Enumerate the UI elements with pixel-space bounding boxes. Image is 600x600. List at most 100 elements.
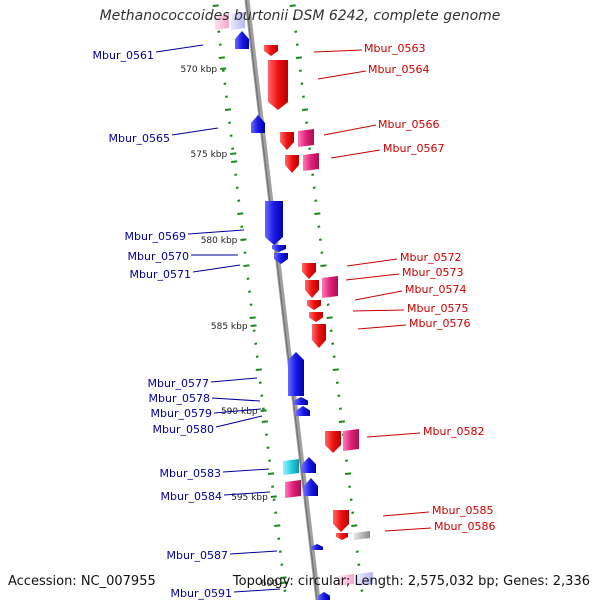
tick-mark-left <box>234 173 238 176</box>
gene-label-mbur-0585[interactable]: Mbur_0585 <box>432 504 493 517</box>
gene-arrow-mbur-0570[interactable] <box>272 245 286 252</box>
leader-line <box>210 377 258 383</box>
tick-mark-left <box>246 277 250 280</box>
gene-arrow-mbur-0561[interactable] <box>235 31 249 49</box>
gene-label-mbur-0564[interactable]: Mbur_0564 <box>368 63 429 76</box>
gene-arrow-mbur-0582-b[interactable] <box>343 429 359 451</box>
gene-labels: Mbur_0561 Mbur_0563 Mbur_0564 Mbur_0565 Mbur… <box>93 42 496 600</box>
leader-line <box>330 149 381 159</box>
tick-mark-left <box>260 394 264 397</box>
gene-arrow-mbur-0563[interactable] <box>264 45 278 56</box>
tick-label: 600 <box>261 579 278 589</box>
tick-mark-left <box>240 225 244 228</box>
gene-label-mbur-0561[interactable]: Mbur_0561 <box>93 49 154 62</box>
gene-label-mbur-0577[interactable]: Mbur_0577 <box>148 377 209 390</box>
tick-mark-right <box>292 17 296 20</box>
gene-label-mbur-0570[interactable]: Mbur_0570 <box>128 250 189 263</box>
gene-label-mbur-0565[interactable]: Mbur_0565 <box>109 132 170 145</box>
tick-mark-right <box>337 394 341 397</box>
gene-arrow-mbur-0585[interactable] <box>333 510 349 532</box>
tick-mark-major <box>230 152 237 155</box>
gene-label-mbur-0575[interactable]: Mbur_0575 <box>407 302 468 315</box>
gene-arrow-mbur-0587[interactable] <box>311 544 323 550</box>
tick-mark-right <box>357 563 361 566</box>
genome-title: Methanococcoides burtonii DSM 6242, comp… <box>99 8 501 24</box>
gene-arrow-partial-top[interactable] <box>231 12 245 30</box>
gene-arrow-mbur-0574[interactable] <box>305 280 319 298</box>
gene-arrow-mbur-0586[interactable] <box>354 531 370 540</box>
gene-arrow-partial-top[interactable] <box>215 14 229 30</box>
gene-label-mbur-0576[interactable]: Mbur_0576 <box>409 317 470 330</box>
gene-features <box>215 12 373 600</box>
gene-label-mbur-0584[interactable]: Mbur_0584 <box>161 490 222 503</box>
gene-label-mbur-0587[interactable]: Mbur_0587 <box>167 549 228 562</box>
gene-label-mbur-0569[interactable]: Mbur_0569 <box>125 230 186 243</box>
tick-mark-right <box>300 82 304 85</box>
tick-mark-left <box>258 381 262 384</box>
tick-label: 585 kbp <box>211 322 248 332</box>
tick-mark-right <box>335 381 339 384</box>
tick-mark-major <box>250 324 257 327</box>
gene-label-mbur-0563[interactable]: Mbur_0563 <box>364 42 425 55</box>
gene-arrow-mbur-0583-b[interactable] <box>302 457 316 473</box>
tick-mark-right <box>355 550 359 553</box>
tick-mark-right <box>318 238 322 241</box>
gene-label-mbur-0567[interactable]: Mbur_0567 <box>383 142 444 155</box>
gene-label-mbur-0574[interactable]: Mbur_0574 <box>405 283 466 296</box>
tick-mark-right <box>294 30 298 33</box>
gene-arrow-mbur-0573[interactable] <box>322 276 338 298</box>
gene-arrow-mbur-0585-b[interactable] <box>336 533 348 540</box>
leader-line <box>233 588 281 593</box>
gene-arrow-mbur-0569[interactable] <box>265 201 283 245</box>
tick-mark-right <box>326 316 333 319</box>
gene-arrow-mbur-0579[interactable] <box>296 406 310 416</box>
tick-mark-right <box>332 355 336 358</box>
tick-mark-left <box>228 121 232 124</box>
tick-mark-left <box>218 43 222 46</box>
gene-arrow-mbur-0567-b[interactable] <box>303 153 319 171</box>
gene-arrow-mbur-0572[interactable] <box>302 263 316 279</box>
gene-arrow-mbur-0576[interactable] <box>309 312 323 322</box>
gene-arrow-mbur-0577[interactable] <box>288 352 304 396</box>
gene-arrow-partial-bottom[interactable] <box>338 574 354 586</box>
leader-line <box>187 229 245 235</box>
gene-arrow-mbur-0584-b[interactable] <box>304 478 318 496</box>
gene-arrow-mbur-0565[interactable] <box>251 115 265 133</box>
gene-label-mbur-0586[interactable]: Mbur_0586 <box>434 520 495 533</box>
gene-label-mbur-0571[interactable]: Mbur_0571 <box>130 268 191 281</box>
leader-line <box>229 550 278 555</box>
tick-mark-right <box>295 43 299 46</box>
gene-arrow-mbur-0582[interactable] <box>325 431 341 453</box>
tick-mark-left <box>224 108 232 111</box>
gene-arrow-mbur-0576-b[interactable] <box>312 324 326 348</box>
gene-label-mbur-0591[interactable]: Mbur_0591 <box>171 587 232 600</box>
gene-arrow-mbur-0564[interactable] <box>268 60 288 110</box>
tick-mark-left <box>243 251 247 254</box>
gene-arrow-mbur-0571[interactable] <box>274 253 288 264</box>
gene-label-mbur-0580[interactable]: Mbur_0580 <box>153 423 214 436</box>
gene-arrow-mbur-0583[interactable] <box>283 459 299 475</box>
tick-mark-left <box>237 199 241 202</box>
gene-arrow-mbur-0566-b[interactable] <box>298 129 314 147</box>
gene-label-mbur-0578[interactable]: Mbur_0578 <box>149 392 210 405</box>
gene-label-mbur-0579[interactable]: Mbur_0579 <box>151 407 212 420</box>
gene-label-mbur-0573[interactable]: Mbur_0573 <box>402 266 463 279</box>
gene-arrow-mbur-0567[interactable] <box>285 155 299 173</box>
gene-label-mbur-0566[interactable]: Mbur_0566 <box>378 118 439 131</box>
gene-label-mbur-0582[interactable]: Mbur_0582 <box>423 425 484 438</box>
tick-mark-right <box>351 511 355 514</box>
tick-mark-left <box>212 4 219 7</box>
gene-arrow-mbur-0591[interactable] <box>318 592 330 600</box>
gene-arrow-mbur-0566[interactable] <box>280 132 294 150</box>
gene-label-mbur-0583[interactable]: Mbur_0583 <box>160 467 221 480</box>
tick-mark-major <box>260 409 267 412</box>
gene-arrow-partial-bottom[interactable] <box>357 572 373 586</box>
gene-arrow-mbur-0575[interactable] <box>307 300 321 310</box>
tick-mark-left <box>221 69 225 72</box>
tick-mark-left <box>261 420 269 423</box>
gene-label-mbur-0572[interactable]: Mbur_0572 <box>400 251 461 264</box>
gene-arrow-mbur-0578[interactable] <box>294 397 308 405</box>
tick-mark-left <box>252 329 256 332</box>
gene-arrow-mbur-0584[interactable] <box>285 480 301 498</box>
